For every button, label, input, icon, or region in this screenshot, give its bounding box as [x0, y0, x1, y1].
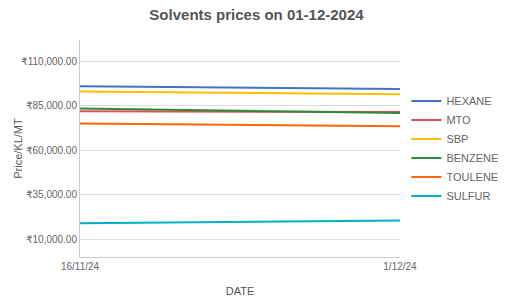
svg-text:₹35,000.00: ₹35,000.00 [26, 189, 77, 200]
svg-text:₹10,000.00: ₹10,000.00 [26, 234, 77, 245]
svg-text:Price/KL/MT: Price/KL/MT [12, 118, 24, 179]
svg-text:MTO: MTO [446, 114, 471, 126]
svg-text:Solvents prices on 01-12-2024: Solvents prices on 01-12-2024 [149, 6, 364, 23]
svg-text:16/11/24: 16/11/24 [61, 261, 100, 272]
svg-text:₹110,000.00: ₹110,000.00 [21, 56, 77, 67]
svg-text:HEXANE: HEXANE [446, 95, 491, 107]
svg-text:SULFUR: SULFUR [446, 190, 490, 202]
svg-text:SBP: SBP [446, 133, 468, 145]
svg-text:₹60,000.00: ₹60,000.00 [26, 145, 77, 156]
svg-text:₹85,000.00: ₹85,000.00 [26, 100, 77, 111]
svg-text:1/12/24: 1/12/24 [383, 261, 417, 272]
svg-text:TOULENE: TOULENE [446, 171, 498, 183]
svg-text:BENZENE: BENZENE [446, 152, 498, 164]
svg-text:DATE: DATE [226, 285, 255, 297]
